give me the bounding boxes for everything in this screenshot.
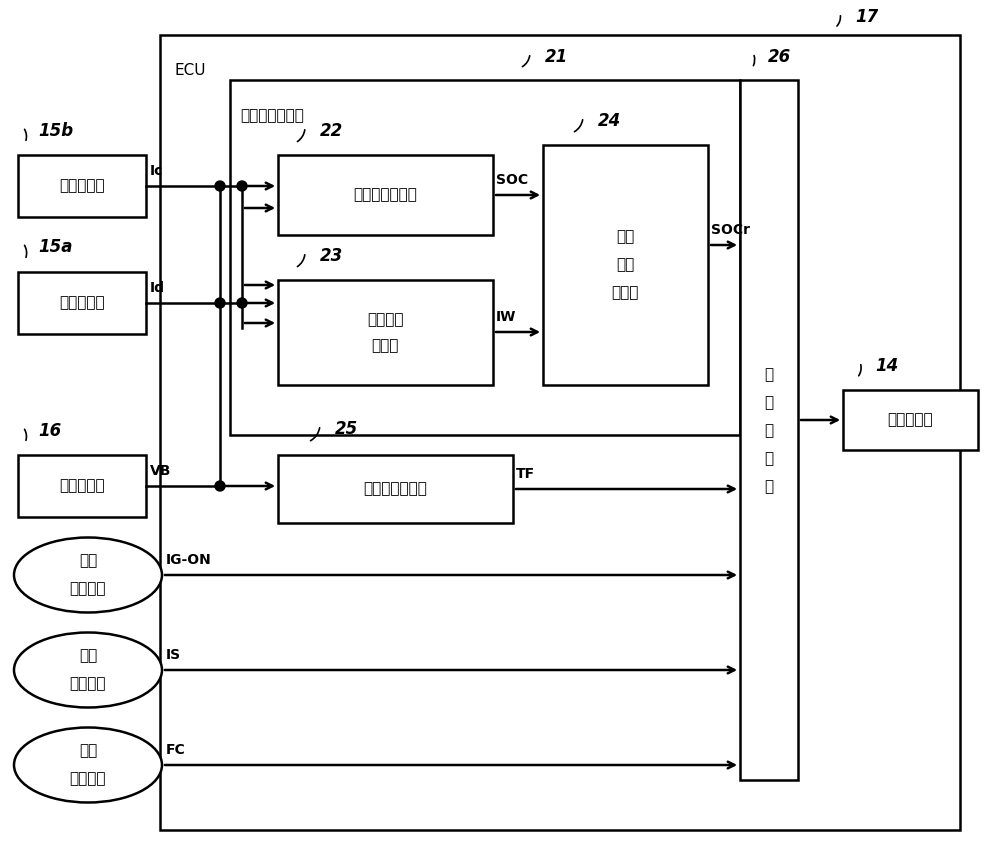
- Text: 14: 14: [875, 357, 898, 375]
- FancyBboxPatch shape: [543, 145, 708, 385]
- FancyBboxPatch shape: [18, 155, 146, 217]
- Text: 控: 控: [764, 423, 774, 439]
- Text: IW: IW: [496, 310, 516, 324]
- Ellipse shape: [14, 537, 162, 613]
- Text: IS: IS: [166, 648, 181, 662]
- Text: 电压传感器: 电压传感器: [59, 478, 105, 494]
- Text: 交流发电机: 交流发电机: [887, 412, 933, 428]
- Text: IG-ON: IG-ON: [166, 553, 212, 567]
- Text: SOC: SOC: [496, 173, 528, 187]
- Text: 15b: 15b: [38, 122, 73, 140]
- FancyBboxPatch shape: [18, 272, 146, 334]
- Circle shape: [237, 181, 247, 191]
- Text: 25: 25: [335, 420, 358, 438]
- Text: 停止信号: 停止信号: [70, 676, 106, 692]
- Text: 15a: 15a: [38, 238, 72, 256]
- FancyBboxPatch shape: [18, 455, 146, 517]
- Circle shape: [215, 181, 225, 191]
- FancyBboxPatch shape: [278, 155, 493, 235]
- Text: 开启信号: 开启信号: [70, 582, 106, 596]
- FancyBboxPatch shape: [740, 80, 798, 780]
- FancyBboxPatch shape: [843, 390, 978, 450]
- Text: 26: 26: [768, 48, 791, 66]
- Text: SOCr: SOCr: [711, 223, 750, 237]
- FancyBboxPatch shape: [160, 35, 960, 830]
- Text: 切断信号: 切断信号: [70, 771, 106, 787]
- Text: TF: TF: [516, 467, 535, 481]
- Text: 累计部: 累计部: [371, 339, 399, 353]
- Text: 22: 22: [320, 122, 343, 140]
- Text: VB: VB: [150, 464, 171, 478]
- Text: 怠速: 怠速: [79, 649, 97, 663]
- Text: 23: 23: [320, 247, 343, 265]
- Text: ECU: ECU: [175, 63, 207, 78]
- Text: Id: Id: [150, 281, 165, 295]
- Text: 点火: 点火: [79, 554, 97, 568]
- FancyBboxPatch shape: [230, 80, 740, 435]
- Ellipse shape: [14, 632, 162, 708]
- Text: 制: 制: [764, 452, 774, 466]
- Circle shape: [237, 298, 247, 308]
- Text: 识别部: 识别部: [611, 285, 639, 301]
- Text: 电流传感器: 电流传感器: [59, 296, 105, 310]
- Text: 充: 充: [764, 368, 774, 382]
- Circle shape: [215, 298, 225, 308]
- Text: 21: 21: [545, 48, 568, 66]
- Text: 16: 16: [38, 422, 61, 440]
- Text: 电: 电: [764, 395, 774, 411]
- Text: 蓄电状态计算部: 蓄电状态计算部: [240, 108, 304, 123]
- FancyBboxPatch shape: [278, 280, 493, 385]
- Text: 状态: 状态: [616, 257, 634, 273]
- Text: FC: FC: [166, 743, 186, 757]
- Circle shape: [215, 481, 225, 491]
- Text: 放充电量: 放充电量: [367, 313, 403, 327]
- Text: 燃料: 燃料: [79, 744, 97, 758]
- Text: Ic: Ic: [150, 164, 163, 178]
- Text: 24: 24: [598, 112, 621, 130]
- Text: 部: 部: [764, 480, 774, 494]
- Text: 17: 17: [855, 8, 878, 26]
- Text: 电流传感器: 电流传感器: [59, 178, 105, 194]
- Text: 蓄电: 蓄电: [616, 230, 634, 244]
- Text: 蓄电状态判定部: 蓄电状态判定部: [353, 188, 417, 202]
- Ellipse shape: [14, 728, 162, 802]
- Text: 端子卸下检测部: 端子卸下检测部: [363, 482, 427, 496]
- FancyBboxPatch shape: [278, 455, 513, 523]
